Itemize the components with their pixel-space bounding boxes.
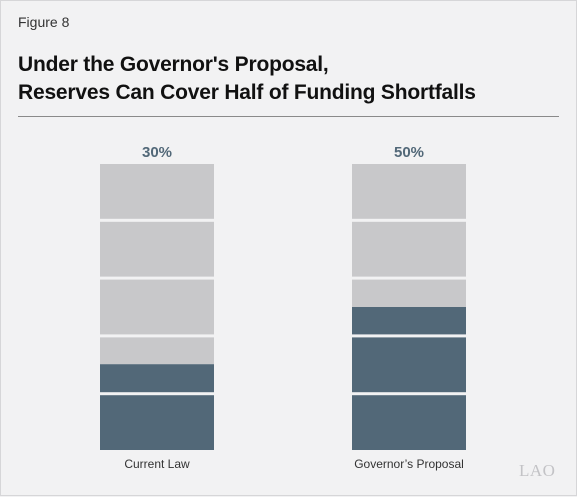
bar-value-label: 50% — [394, 144, 424, 161]
title-divider — [18, 116, 559, 117]
bar-segment-uncovered — [100, 337, 214, 365]
category-label: Current Law — [124, 457, 190, 471]
bar-segment-uncovered — [352, 164, 466, 219]
category-label: Governor’s Proposal — [354, 457, 464, 471]
figure-label: Figure 8 — [18, 14, 70, 30]
bar-segment-covered — [352, 395, 466, 450]
bar-segment-covered — [100, 395, 214, 450]
bar-value-label: 30% — [142, 144, 172, 161]
bar-segment-uncovered — [352, 279, 466, 307]
chart-title: Under the Governor's Proposal, Reserves … — [18, 51, 476, 107]
bar-segment-covered — [100, 364, 214, 393]
bar-segment-uncovered — [352, 221, 466, 277]
bar-segment-uncovered — [100, 164, 214, 219]
chart-title-line-2: Reserves Can Cover Half of Funding Short… — [18, 81, 476, 104]
bar-segment-covered — [352, 337, 466, 393]
bar-segment-uncovered — [100, 279, 214, 335]
bar-segment-uncovered — [100, 221, 214, 277]
chart-title-line-1: Under the Governor's Proposal, — [18, 53, 329, 76]
bar-segment-covered — [352, 307, 466, 335]
lao-logo: LAO — [519, 461, 556, 480]
